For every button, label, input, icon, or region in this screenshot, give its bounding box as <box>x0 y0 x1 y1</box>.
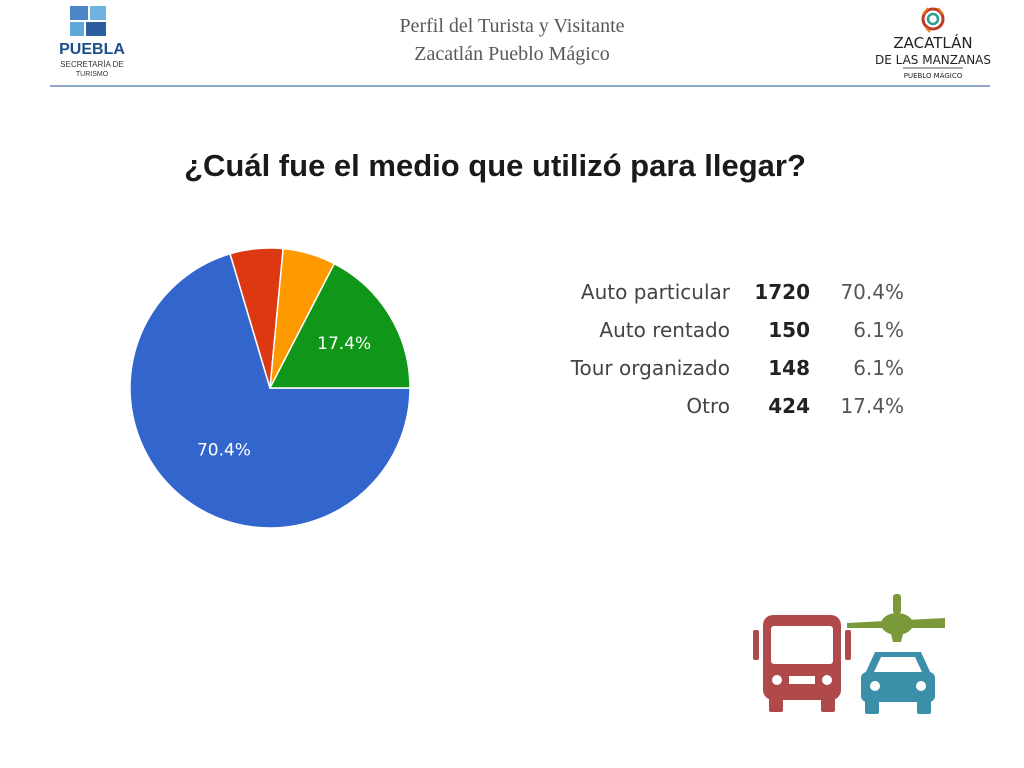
legend-label: Otro <box>686 394 730 418</box>
car-icon <box>861 652 935 714</box>
puebla-logo-text: PUEBLA <box>59 41 125 58</box>
header-divider <box>50 85 990 87</box>
legend-count: 424 <box>768 394 810 418</box>
legend-percent: 17.4% <box>840 394 904 418</box>
svg-text:TURISMO: TURISMO <box>76 71 109 78</box>
puebla-logo-icon: PUEBLA SECRETARÍA DE TURISMO <box>59 6 125 78</box>
legend-label: Auto rentado <box>599 318 730 342</box>
header-line-2: Zacatlán Pueblo Mágico <box>414 43 610 65</box>
slide-header: PUEBLA SECRETARÍA DE TURISMO Perfil del … <box>0 0 1024 90</box>
legend-percent: 70.4% <box>840 280 904 304</box>
transport-icons <box>753 594 945 714</box>
pie-chart: 70.4% 17.4% <box>129 247 411 529</box>
legend-count: 150 <box>768 318 810 342</box>
svg-text:PUEBLO MÁGICO: PUEBLO MÁGICO <box>904 71 963 80</box>
zacatlan-logo-icon: ZACATLÁN DE LAS MANZANAS PUEBLO MÁGICO <box>875 7 991 80</box>
legend-row: Otro 424 17.4% <box>560 394 920 432</box>
header-line-1: Perfil del Turista y Visitante <box>399 15 625 37</box>
svg-text:DE LAS MANZANAS: DE LAS MANZANAS <box>875 53 991 67</box>
zacatlan-logo-text: ZACATLÁN <box>893 33 972 52</box>
bus-icon <box>753 615 851 712</box>
legend-count: 1720 <box>754 280 810 304</box>
legend-label: Auto particular <box>580 280 730 304</box>
pie-slice-label: 17.4% <box>317 334 371 354</box>
svg-text:SECRETARÍA DE: SECRETARÍA DE <box>60 60 123 69</box>
pie-slice-auto-particular <box>129 252 411 529</box>
legend-row: Auto particular 1720 70.4% <box>560 280 920 318</box>
legend-count: 148 <box>768 356 810 380</box>
legend-percent: 6.1% <box>853 356 904 380</box>
header-title: Perfil del Turista y Visitante Zacatlán … <box>312 12 712 68</box>
pie-slice-label: 70.4% <box>197 441 251 461</box>
legend-label: Tour organizado <box>570 356 730 380</box>
legend-row: Auto rentado 150 6.1% <box>560 318 920 356</box>
legend-row: Tour organizado 148 6.1% <box>560 356 920 394</box>
slide-question: ¿Cuál fue el medio que utilizó para lleg… <box>184 148 806 183</box>
chart-legend-table: Auto particular 1720 70.4% Auto rentado 150 6… <box>560 280 920 432</box>
pie-slice-otro <box>268 262 411 389</box>
legend-percent: 6.1% <box>853 318 904 342</box>
airplane-icon <box>847 594 945 642</box>
